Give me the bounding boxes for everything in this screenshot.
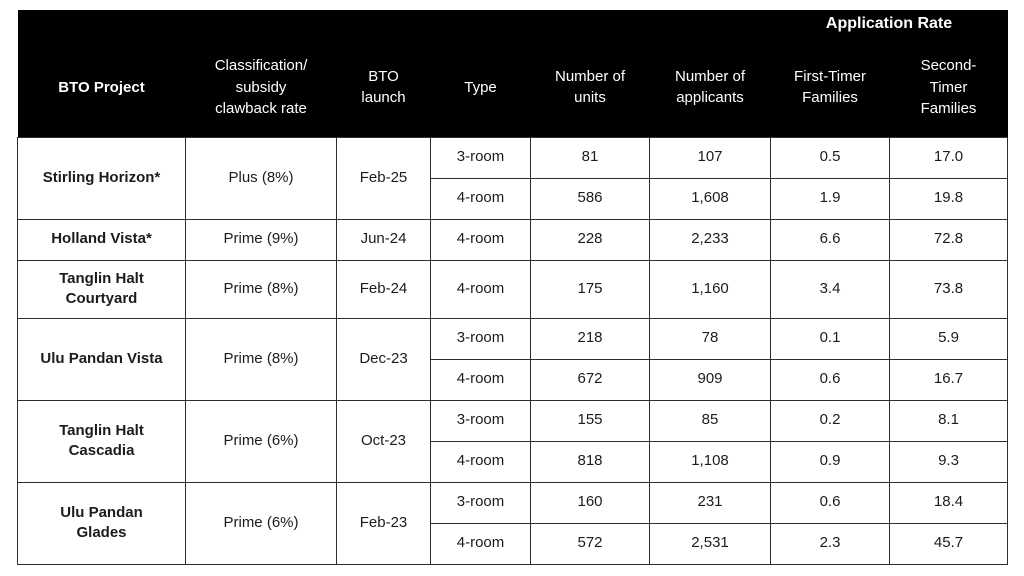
table-row: Ulu Pandan Glades Prime (6%) Feb-23 3-ro… [17, 481, 1009, 565]
type-cell: 4-room [430, 522, 531, 565]
col-header-classification: Classification/ subsidy clawback rate [185, 38, 337, 137]
second-timer-rate-cell: 17.0 [888, 136, 1009, 179]
col-header-type: Type [430, 38, 531, 137]
type-cell: 4-room [430, 177, 531, 220]
units-cell: 218 [530, 317, 650, 360]
project-name-cell: Stirling Horizon* [17, 136, 186, 220]
units-cell: 818 [530, 440, 650, 483]
units-cell: 155 [530, 399, 650, 442]
launch-cell: Oct-23 [336, 399, 431, 483]
first-timer-rate-cell: 0.6 [770, 358, 890, 401]
col-header-second-timer-families: Second- Timer Families [889, 38, 1008, 137]
first-timer-rate-cell: 3.4 [770, 259, 890, 319]
classification-cell: Prime (6%) [185, 399, 337, 483]
second-timer-rate-cell: 73.8 [888, 259, 1009, 319]
column-header-row: BTO Project Classification/ subsidy claw… [17, 38, 1008, 137]
first-timer-rate-cell: 2.3 [770, 522, 890, 565]
units-cell: 175 [530, 259, 650, 319]
applicants-cell: 78 [649, 317, 771, 360]
applicants-cell: 231 [649, 481, 771, 524]
type-cell: 3-room [430, 136, 531, 179]
type-cell: 3-room [430, 399, 531, 442]
type-cell: 3-room [430, 317, 531, 360]
applicants-cell: 1,160 [649, 259, 771, 319]
type-cell: 3-room [430, 481, 531, 524]
second-timer-rate-cell: 19.8 [888, 177, 1009, 220]
project-name-cell: Tanglin Halt Courtyard [17, 259, 186, 319]
type-cell: 4-room [430, 440, 531, 483]
project-name-cell: Ulu Pandan Glades [17, 481, 186, 565]
header-spacer [17, 10, 771, 38]
bto-table: Application Rate BTO Project Classificat… [17, 10, 1009, 565]
project-name-cell: Ulu Pandan Vista [17, 317, 186, 401]
type-cell: 4-room [430, 259, 531, 319]
classification-cell: Prime (8%) [185, 259, 337, 319]
first-timer-rate-cell: 0.1 [770, 317, 890, 360]
launch-cell: Dec-23 [336, 317, 431, 401]
applicants-cell: 1,608 [649, 177, 771, 220]
second-timer-rate-cell: 5.9 [888, 317, 1009, 360]
applicants-cell: 2,531 [649, 522, 771, 565]
launch-cell: Feb-24 [336, 259, 431, 319]
table-row: Tanglin Halt Courtyard Prime (8%) Feb-24… [17, 259, 1009, 319]
applicants-cell: 85 [649, 399, 771, 442]
classification-cell: Prime (9%) [185, 218, 337, 261]
classification-cell: Prime (6%) [185, 481, 337, 565]
first-timer-rate-cell: 0.6 [770, 481, 890, 524]
project-name-cell: Holland Vista* [17, 218, 186, 261]
table-row: 4-room 572 2,531 2.3 45.7 [18, 522, 1009, 565]
applicants-cell: 107 [649, 136, 771, 179]
application-rate-header: Application Rate [770, 10, 1008, 38]
classification-cell: Prime (8%) [185, 317, 337, 401]
units-cell: 160 [530, 481, 650, 524]
first-timer-rate-cell: 0.2 [770, 399, 890, 442]
second-timer-rate-cell: 16.7 [888, 358, 1009, 401]
col-header-number-of-units: Number of units [530, 38, 650, 137]
units-cell: 672 [530, 358, 650, 401]
table-row: Stirling Horizon* Plus (8%) Feb-25 3-roo… [17, 136, 1009, 220]
applicants-cell: 2,233 [649, 218, 771, 261]
application-rate-row: Application Rate [17, 10, 1008, 38]
launch-cell: Feb-23 [336, 481, 431, 565]
col-header-number-of-applicants: Number of applicants [649, 38, 771, 137]
classification-cell: Plus (8%) [185, 136, 337, 220]
units-cell: 572 [530, 522, 650, 565]
second-timer-rate-cell: 45.7 [888, 522, 1009, 565]
first-timer-rate-cell: 1.9 [770, 177, 890, 220]
table-row: 4-room 818 1,108 0.9 9.3 [18, 440, 1009, 483]
table-row: 4-room 672 909 0.6 16.7 [18, 358, 1009, 401]
units-cell: 81 [530, 136, 650, 179]
col-header-first-timer-families: First-Timer Families [770, 38, 890, 137]
second-timer-rate-cell: 9.3 [888, 440, 1009, 483]
project-name-cell: Tanglin Halt Cascadia [17, 399, 186, 483]
first-timer-rate-cell: 0.5 [770, 136, 890, 179]
first-timer-rate-cell: 0.9 [770, 440, 890, 483]
table-row: Holland Vista* Prime (9%) Jun-24 4-room … [17, 218, 1009, 261]
applicants-cell: 909 [649, 358, 771, 401]
second-timer-rate-cell: 18.4 [888, 481, 1009, 524]
applicants-cell: 1,108 [649, 440, 771, 483]
col-header-bto-launch: BTO launch [336, 38, 431, 137]
table-header: Application Rate BTO Project Classificat… [17, 10, 1008, 137]
first-timer-rate-cell: 6.6 [770, 218, 890, 261]
table-body: Stirling Horizon* Plus (8%) Feb-25 3-roo… [17, 136, 1009, 565]
table-row: 4-room 586 1,608 1.9 19.8 [18, 177, 1009, 220]
launch-cell: Jun-24 [336, 218, 431, 261]
second-timer-rate-cell: 72.8 [888, 218, 1009, 261]
launch-cell: Feb-25 [336, 136, 431, 220]
second-timer-rate-cell: 8.1 [888, 399, 1009, 442]
units-cell: 586 [530, 177, 650, 220]
table-row: Tanglin Halt Cascadia Prime (6%) Oct-23 … [17, 399, 1009, 483]
col-header-bto-project: BTO Project [17, 38, 186, 137]
type-cell: 4-room [430, 218, 531, 261]
units-cell: 228 [530, 218, 650, 261]
table-row: Ulu Pandan Vista Prime (8%) Dec-23 3-roo… [17, 317, 1009, 401]
type-cell: 4-room [430, 358, 531, 401]
